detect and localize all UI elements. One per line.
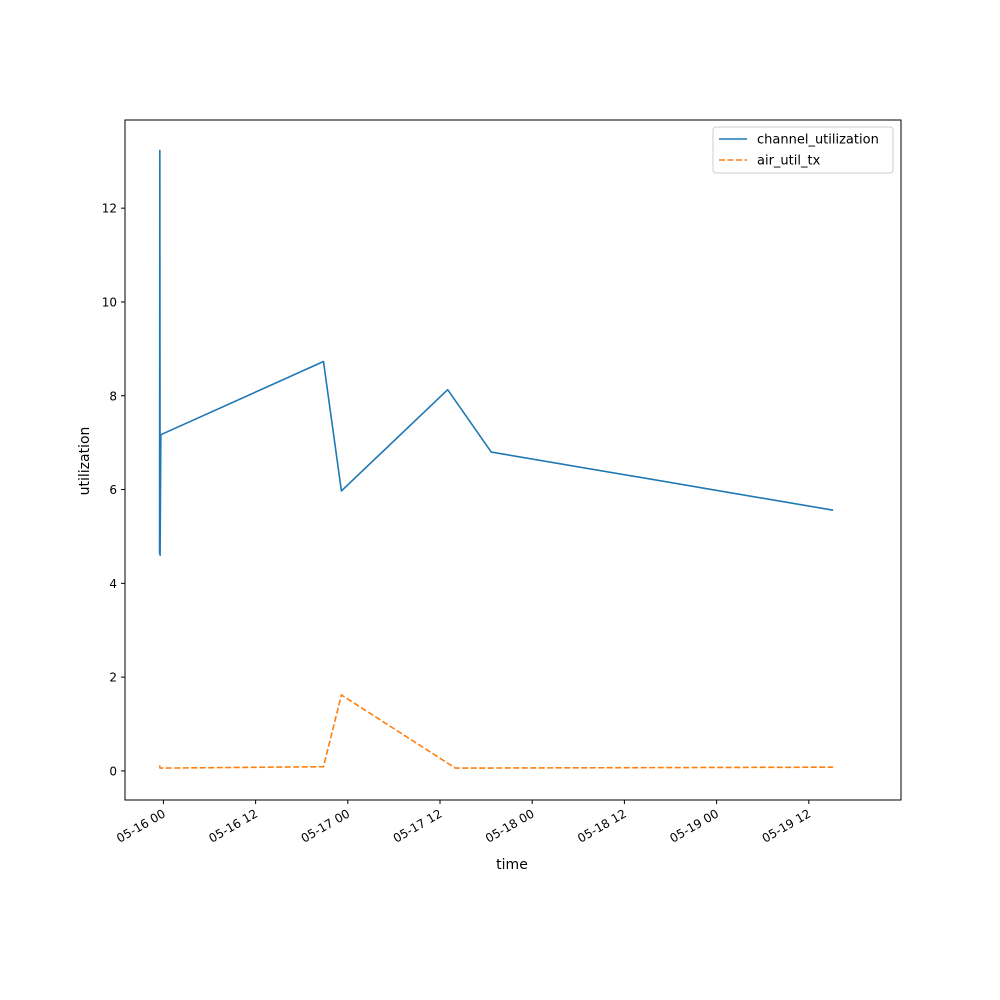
x-axis-label: time [496,857,528,873]
y-tick-label: 10 [102,295,117,309]
y-tick-label: 12 [102,202,117,216]
legend-label: channel_utilization [757,133,879,148]
plot-frame [124,119,902,801]
legend: channel_utilization air_util_tx [712,126,894,174]
y-tick-label: 2 [109,671,117,685]
y-axis-ticks: 0 2 4 6 8 10 12 [102,202,125,778]
y-tick-label: 4 [109,577,117,591]
y-tick-label: 8 [109,389,117,403]
legend-box [712,126,894,174]
plot-lines [158,149,834,769]
series-line-channel_utilization [158,149,834,557]
legend-label: air_util_tx [757,154,821,169]
y-tick-label: 6 [109,483,117,497]
y-axis-label: utilization [77,427,93,496]
series-line-air_util_tx [158,694,834,769]
y-tick-label: 0 [109,764,117,778]
